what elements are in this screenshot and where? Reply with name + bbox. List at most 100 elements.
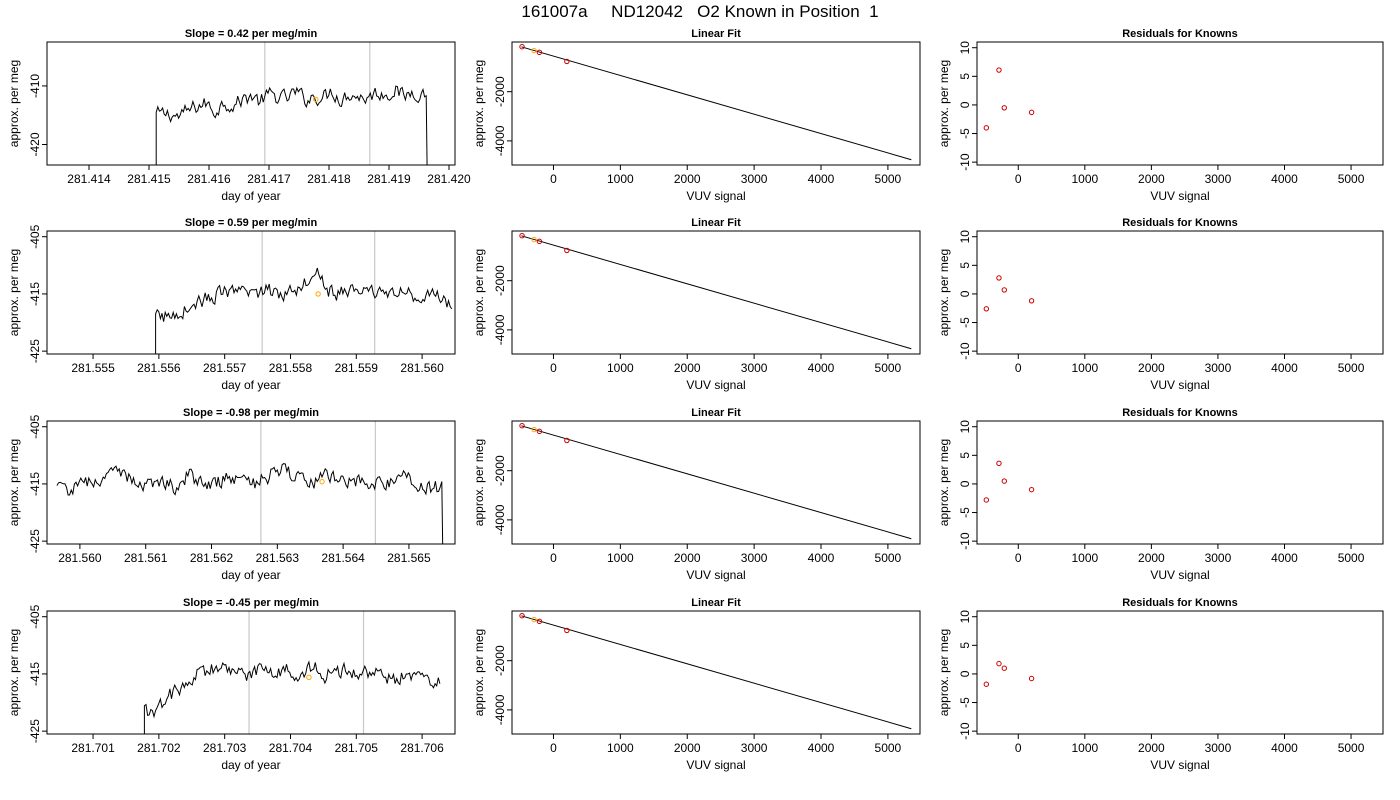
fit-point: [531, 47, 537, 54]
x-tick-label: 4000: [808, 551, 835, 565]
panel-r1c3: Residuals for Knowns 0 1000 2000 3000 4000 500…: [937, 28, 1384, 203]
fit-point: [564, 58, 570, 65]
y-axis-label: approx. per meg: [472, 439, 486, 526]
residual-point: [983, 306, 990, 312]
x-tick-label: 4000: [1271, 172, 1298, 186]
y-tick-label: -10: [958, 532, 972, 550]
x-tick-label: 0: [550, 361, 557, 375]
residual-point: [1001, 105, 1007, 111]
y-tick-label: -2000: [493, 265, 507, 296]
fit-point: [536, 618, 543, 625]
plot-frame: [46, 41, 456, 166]
x-tick-label: 5000: [875, 741, 902, 755]
panel-r1c2: Linear Fit 0 1000 2000 3000 4000 5000 -2000 -400…: [472, 28, 921, 203]
x-tick-label: 1000: [607, 361, 634, 375]
y-tick-label: -425: [28, 339, 42, 363]
plot-area: [155, 231, 453, 354]
x-tick-label: 4000: [1271, 741, 1298, 755]
residual-point: [1028, 486, 1035, 493]
plot-area: [983, 275, 1035, 312]
x-axis-label: VUV signal: [1150, 568, 1209, 582]
fit-line: [521, 235, 912, 350]
plot-frame: [46, 420, 456, 545]
panel-r4c2: Linear Fit 0 1000 2000 3000 4000 5000 -2000 -400…: [472, 597, 921, 772]
y-tick-label: -415: [28, 472, 42, 496]
y-axis-label: approx. per meg: [472, 60, 486, 147]
panel-title: Slope = 0.42 per meg/min: [185, 28, 318, 40]
y-tick-label: 5: [958, 73, 972, 80]
panel-title: Residuals for Knowns: [1122, 597, 1238, 609]
x-tick-label: 281.414: [67, 172, 111, 186]
y-tick-label: -5: [958, 317, 972, 328]
y-tick-label: 0: [958, 101, 972, 108]
panel-title: Residuals for Knowns: [1122, 217, 1238, 229]
x-tick-label: 281.706: [400, 741, 444, 755]
x-tick-label: 1000: [607, 172, 634, 186]
x-axis-label: day of year: [221, 758, 280, 772]
x-tick-label: 0: [1015, 361, 1022, 375]
x-tick-label: 281.416: [187, 172, 231, 186]
y-tick-label: -415: [28, 282, 42, 306]
x-tick-label: 5000: [875, 551, 902, 565]
x-axis-label: VUV signal: [686, 378, 745, 392]
known-marker: [319, 478, 325, 485]
x-tick-label: 281.419: [367, 172, 411, 186]
x-tick-label: 281.560: [58, 551, 102, 565]
y-tick-label: 0: [958, 670, 972, 677]
y-tick-label: -405: [28, 224, 42, 248]
panel-r3c1: Slope = -0.98 per meg/min 281.560 281.561 2…: [7, 407, 456, 582]
y-tick-label: -4000: [493, 694, 507, 725]
panel-r3c3: Residuals for Knowns 0 1000 2000 3000 4000 500…: [937, 407, 1384, 582]
y-tick-label: -410: [28, 74, 42, 98]
y-axis-label: approx. per meg: [937, 249, 951, 336]
x-axis-label: VUV signal: [1150, 189, 1209, 203]
y-tick-label: -5: [958, 697, 972, 708]
plot-frame: [511, 41, 921, 166]
x-tick-label: 281.555: [71, 361, 115, 375]
x-tick-label: 281.703: [203, 741, 247, 755]
x-axis-label: VUV signal: [686, 568, 745, 582]
x-tick-label: 2000: [674, 741, 701, 755]
residual-point: [983, 497, 990, 503]
x-tick-label: 4000: [1271, 551, 1298, 565]
fit-point: [536, 428, 543, 435]
x-tick-label: 281.417: [247, 172, 291, 186]
data-trace: [143, 660, 441, 734]
x-tick-label: 281.561: [124, 551, 168, 565]
fit-point: [564, 247, 570, 254]
plot-frame: [511, 610, 921, 735]
x-tick-label: 281.702: [137, 741, 181, 755]
residual-point: [996, 460, 1002, 467]
panel-r2c1: Slope = 0.59 per meg/min 281.555 281.556 28…: [7, 217, 456, 392]
y-tick-label: -425: [28, 529, 42, 553]
y-tick-label: 10: [958, 420, 972, 434]
x-tick-label: 1000: [607, 741, 634, 755]
y-axis-label: approx. per meg: [7, 60, 21, 147]
panel-r2c3: Residuals for Knowns 0 1000 2000 3000 4000 500…: [937, 217, 1384, 392]
x-axis-label: day of year: [221, 568, 280, 582]
x-tick-label: 3000: [1205, 741, 1232, 755]
x-tick-label: 0: [550, 741, 557, 755]
x-tick-label: 4000: [808, 741, 835, 755]
panel-title: Residuals for Knowns: [1122, 407, 1238, 419]
panel-title: Slope = 0.59 per meg/min: [185, 217, 318, 229]
y-axis-label: approx. per meg: [937, 60, 951, 147]
panel-r2c2: Linear Fit 0 1000 2000 3000 4000 5000 -2000 -400…: [472, 217, 921, 392]
y-tick-label: -2000: [493, 76, 507, 107]
x-axis-label: day of year: [221, 189, 280, 203]
x-tick-label: 281.420: [427, 172, 471, 186]
fit-point: [519, 422, 525, 429]
y-tick-label: 10: [958, 230, 972, 244]
x-tick-label: 281.556: [137, 361, 181, 375]
plot-frame: [976, 610, 1384, 735]
x-tick-label: 0: [550, 172, 557, 186]
plot-frame: [46, 610, 456, 735]
x-tick-label: 281.563: [256, 551, 300, 565]
x-tick-label: 4000: [808, 361, 835, 375]
x-tick-label: 2000: [674, 551, 701, 565]
residual-point: [1001, 665, 1007, 671]
plot-frame: [976, 230, 1384, 355]
x-tick-label: 2000: [1138, 172, 1165, 186]
plot-area: [983, 660, 1035, 687]
fit-point: [536, 238, 543, 245]
